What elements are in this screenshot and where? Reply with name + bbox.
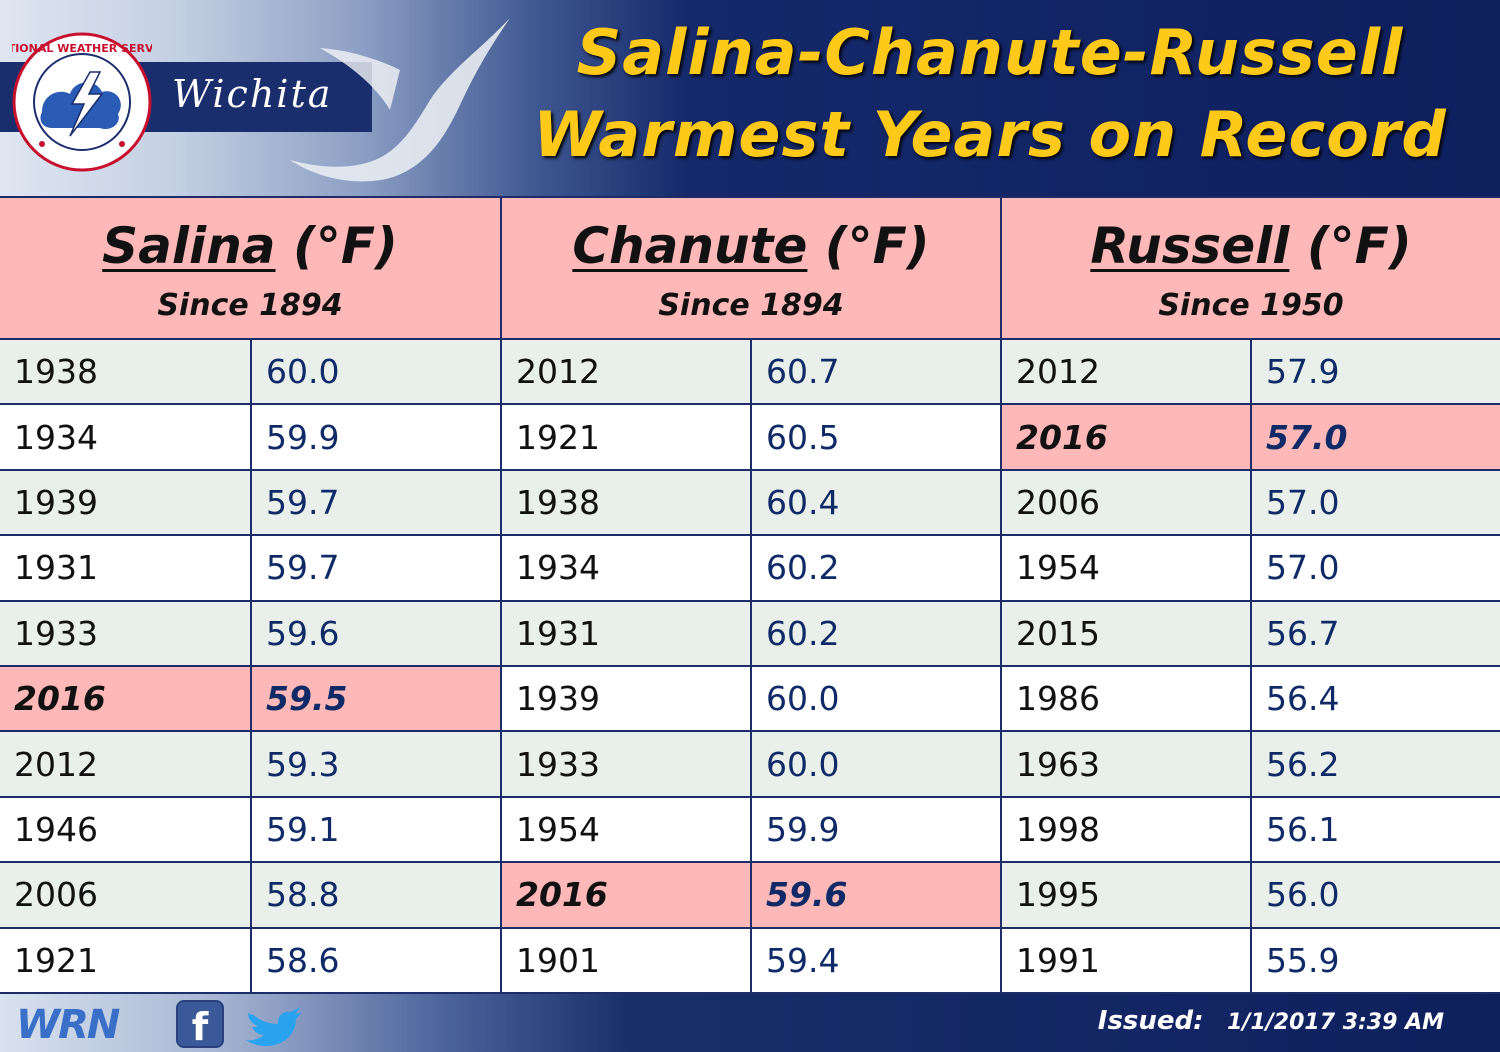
station-header-salina: Salina (°F) Since 1894 bbox=[0, 196, 500, 340]
station-since: Since 1894 bbox=[157, 288, 343, 323]
twitter-icon[interactable] bbox=[244, 1002, 306, 1046]
temp-cell: 60.0 bbox=[750, 732, 1000, 798]
page-title: Salina-Chanute-Russell Warmest Years on … bbox=[480, 12, 1500, 176]
logo-text: NATIONAL WEATHER SERVICE bbox=[12, 42, 152, 55]
year-cell: 1986 bbox=[1000, 666, 1250, 733]
facebook-icon[interactable]: f bbox=[176, 1000, 224, 1049]
year-cell: 2012 bbox=[500, 340, 750, 406]
temp-cell: 60.7 bbox=[750, 340, 1000, 406]
year-cell: 1931 bbox=[0, 536, 250, 602]
station-unit: (°F) bbox=[824, 217, 930, 275]
year-cell: 1946 bbox=[0, 797, 250, 864]
station-unit: (°F) bbox=[292, 217, 398, 275]
temp-cell: 56.4 bbox=[1250, 666, 1500, 733]
temp-cell: 59.9 bbox=[750, 797, 1000, 864]
brand-text: Wichita bbox=[172, 72, 333, 116]
temp-cell: 59.6 bbox=[750, 863, 1000, 929]
year-cell: 1939 bbox=[0, 470, 250, 537]
temp-cell: 60.2 bbox=[750, 601, 1000, 667]
year-cell: 1938 bbox=[0, 340, 250, 406]
temp-cell: 55.9 bbox=[1250, 928, 1500, 994]
year-cell: 1934 bbox=[500, 536, 750, 602]
issued-info: Issued: 1/1/2017 3:39 AM bbox=[1098, 1006, 1444, 1036]
year-cell: 1995 bbox=[1000, 863, 1250, 929]
year-cell: 2006 bbox=[0, 863, 250, 929]
year-cell: 1933 bbox=[0, 601, 250, 667]
temp-cell: 60.2 bbox=[750, 536, 1000, 602]
temp-cell: 59.3 bbox=[250, 732, 500, 798]
station-since: Since 1950 bbox=[1158, 288, 1344, 323]
issued-label: Issued: bbox=[1097, 1006, 1204, 1036]
year-cell: 1939 bbox=[500, 666, 750, 733]
footer-bar: WRN f Issued: 1/1/2017 3:39 AM bbox=[0, 994, 1500, 1052]
temp-cell: 59.5 bbox=[250, 666, 500, 733]
year-cell: 1954 bbox=[500, 797, 750, 864]
title-line-2: Warmest Years on Record bbox=[533, 98, 1447, 171]
year-cell: 2012 bbox=[0, 732, 250, 798]
station-unit: (°F) bbox=[1306, 217, 1412, 275]
temp-cell: 56.0 bbox=[1250, 863, 1500, 929]
header-banner: Wichita NATIONAL WEATHER SERVICE Salina-… bbox=[0, 0, 1500, 196]
temp-cell: 56.2 bbox=[1250, 732, 1500, 798]
issued-value: 1/1/2017 3:39 AM bbox=[1227, 1010, 1444, 1035]
temp-cell: 59.6 bbox=[250, 601, 500, 667]
temp-cell: 59.7 bbox=[250, 470, 500, 537]
records-table: Salina (°F) Since 1894 Chanute (°F) Sinc… bbox=[0, 196, 1500, 994]
temp-cell: 60.0 bbox=[750, 666, 1000, 733]
temp-cell: 57.0 bbox=[1250, 470, 1500, 537]
nws-logo-icon: NATIONAL WEATHER SERVICE bbox=[12, 32, 152, 172]
year-cell: 1954 bbox=[1000, 536, 1250, 602]
year-cell: 2006 bbox=[1000, 470, 1250, 537]
year-cell: 2012 bbox=[1000, 340, 1250, 406]
temp-cell: 56.1 bbox=[1250, 797, 1500, 864]
year-cell: 1991 bbox=[1000, 928, 1250, 994]
year-cell: 1934 bbox=[0, 405, 250, 471]
year-cell: 1901 bbox=[500, 928, 750, 994]
title-line-1: Salina-Chanute-Russell bbox=[576, 16, 1404, 89]
year-cell: 1938 bbox=[500, 470, 750, 537]
year-cell: 1921 bbox=[500, 405, 750, 471]
temp-cell: 57.9 bbox=[1250, 340, 1500, 406]
station-header-russell: Russell (°F) Since 1950 bbox=[1000, 196, 1500, 340]
bird-swoosh-icon bbox=[290, 18, 510, 182]
temp-cell: 60.4 bbox=[750, 470, 1000, 537]
temp-cell: 57.0 bbox=[1250, 405, 1500, 471]
temp-cell: 59.9 bbox=[250, 405, 500, 471]
station-city: Chanute bbox=[572, 217, 808, 275]
year-cell: 1998 bbox=[1000, 797, 1250, 864]
temp-cell: 58.8 bbox=[250, 863, 500, 929]
station-city: Salina bbox=[102, 217, 276, 275]
year-cell: 2016 bbox=[500, 863, 750, 929]
station-city: Russell bbox=[1090, 217, 1290, 275]
year-cell: 2016 bbox=[0, 666, 250, 733]
temp-cell: 60.5 bbox=[750, 405, 1000, 471]
temp-cell: 59.7 bbox=[250, 536, 500, 602]
temp-cell: 57.0 bbox=[1250, 536, 1500, 602]
temp-cell: 56.7 bbox=[1250, 601, 1500, 667]
wrn-logo: WRN bbox=[16, 1002, 120, 1048]
temp-cell: 60.0 bbox=[250, 340, 500, 406]
temp-cell: 58.6 bbox=[250, 928, 500, 994]
year-cell: 1921 bbox=[0, 928, 250, 994]
year-cell: 1933 bbox=[500, 732, 750, 798]
year-cell: 2016 bbox=[1000, 405, 1250, 471]
temp-cell: 59.1 bbox=[250, 797, 500, 864]
year-cell: 1963 bbox=[1000, 732, 1250, 798]
year-cell: 1931 bbox=[500, 601, 750, 667]
station-header-chanute: Chanute (°F) Since 1894 bbox=[500, 196, 1000, 340]
year-cell: 2015 bbox=[1000, 601, 1250, 667]
station-since: Since 1894 bbox=[658, 288, 844, 323]
temp-cell: 59.4 bbox=[750, 928, 1000, 994]
